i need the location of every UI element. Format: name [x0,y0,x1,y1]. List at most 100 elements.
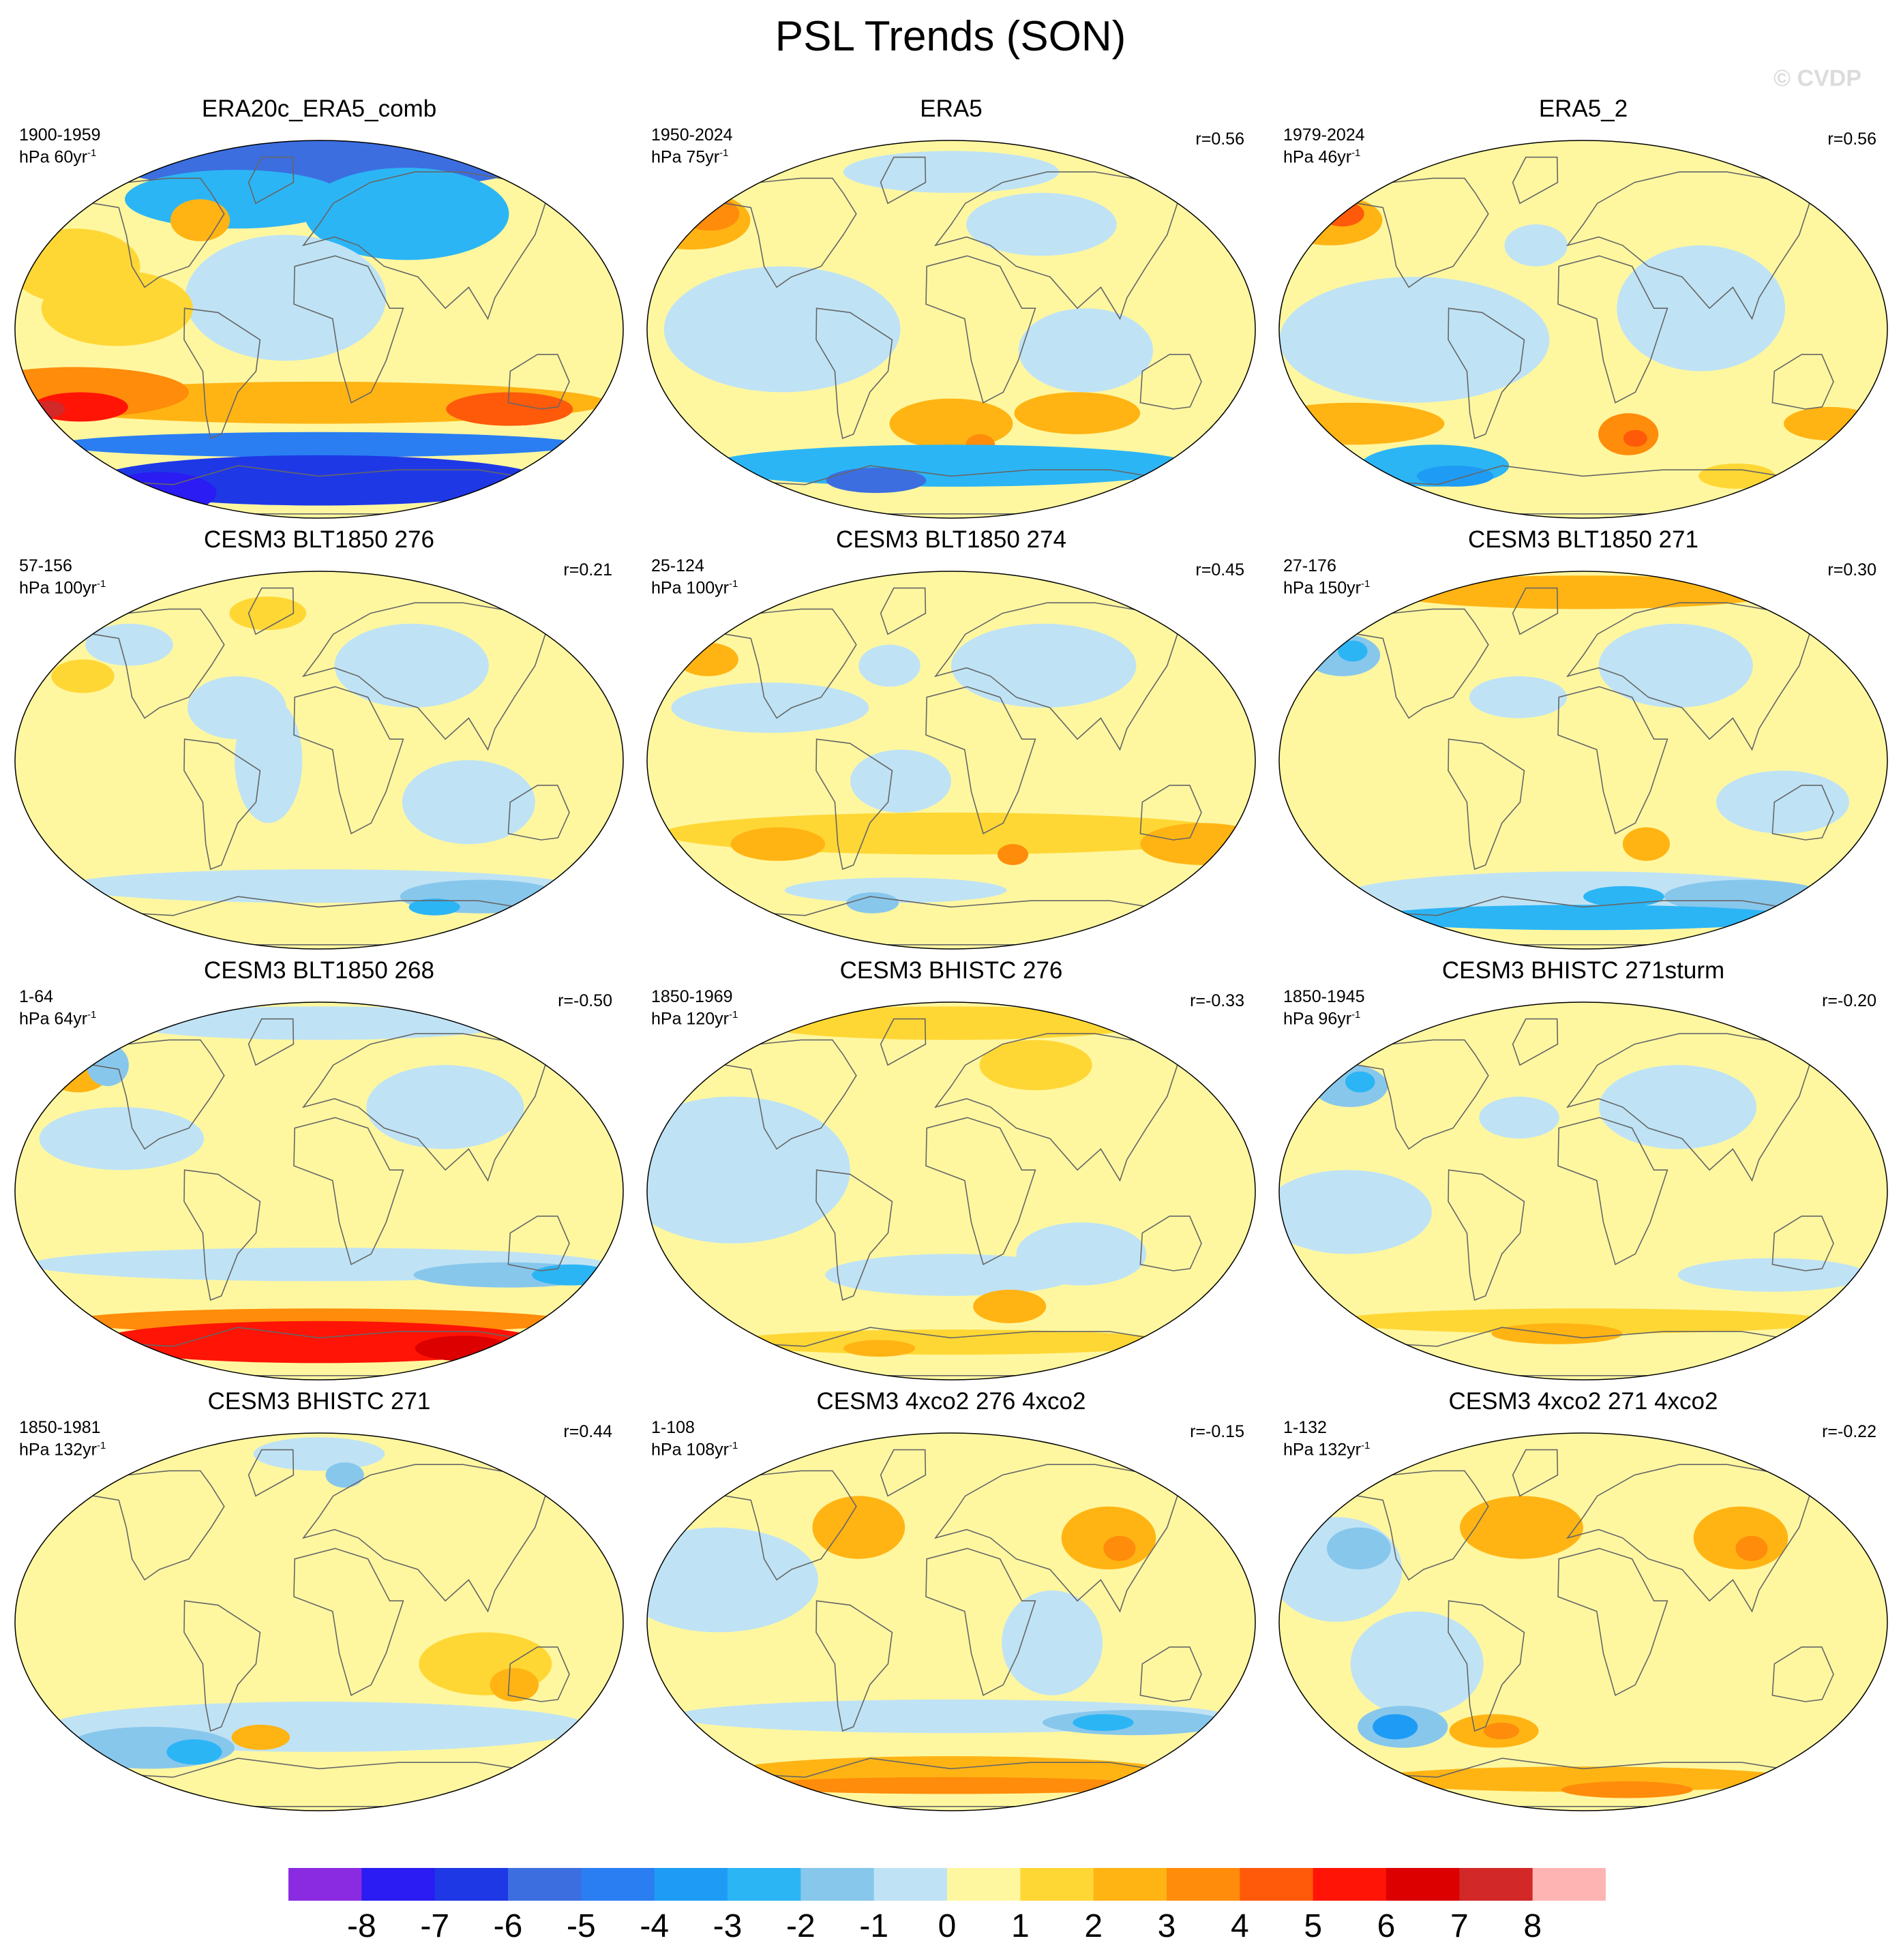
panel-correlation: r=0.21 [563,560,612,579]
coastline-greenland [1512,587,1559,635]
map-panel: ERA5_2 1979-2024 hPa 46yr-1 r=0.56 [1271,95,1896,526]
trend-contour [1373,1714,1418,1740]
coastline-north-america [93,608,225,719]
colorbar-swatch [361,1868,436,1901]
map-panel: CESM3 BHISTC 271sturm 1850-1945 hPa 96yr-1… [1271,957,1896,1388]
panel-correlation: r=0.56 [1195,130,1244,149]
colorbar-tick-label: 5 [1304,1908,1323,1944]
coastline-greenland [248,1018,295,1066]
trend-contour [1416,466,1494,487]
colorbar-tick-label: -3 [713,1908,743,1944]
colorbar-swatch [728,1868,801,1901]
panel-period: 1850-1981 [19,1418,101,1437]
panel-title: CESM3 BHISTC 271 [207,1388,431,1415]
panel-units: hPa 120yr-1 [651,1009,738,1029]
trend-contour [1326,1527,1391,1570]
coastline-eurasia [301,171,550,320]
coastline-south-america [815,1169,893,1301]
map-border [14,1432,624,1811]
coastline-north-america [1357,1470,1489,1581]
coastline-south-america [1448,1600,1525,1732]
trend-contour [754,1006,1148,1040]
trend-contour [951,623,1137,708]
panel-period: 1-132 [1283,1418,1327,1437]
colorbar-swatch [654,1868,728,1901]
coastline-south-america [183,738,261,871]
trend-contour [973,1289,1047,1323]
coastline-north-america [93,1039,225,1150]
colorbar-tick-label: 1 [1011,1908,1030,1944]
coastline-australia [1771,354,1834,410]
panel-units-text: hPa 75yr [651,147,720,167]
trend-contour [33,400,65,418]
panel-correlation: r=-0.15 [1190,1422,1244,1441]
trend-contour [746,1777,1156,1794]
colorbar-tick-label: -6 [493,1908,523,1944]
map-panel: CESM3 BHISTC 276 1850-1969 hPa 120yr-1 r=-0… [639,957,1263,1388]
panel-units: hPa 64yr-1 [19,1009,96,1029]
trend-contour [1338,640,1368,662]
coastline-greenland [880,1018,927,1066]
units-exponent: -1 [728,1009,738,1021]
colorbar-swatch [1167,1868,1240,1901]
map-svg [646,571,1256,950]
coastline-greenland [248,1449,295,1497]
coastline-australia [1771,1216,1834,1271]
panel-period: 57-156 [19,556,72,575]
panel-correlation: r=-0.33 [1190,991,1244,1010]
panel-units-text: hPa 132yr [1283,1440,1361,1460]
trend-contour [812,1496,905,1559]
map-panel: ERA5 1950-2024 hPa 75yr-1 r=0.56 [639,95,1263,526]
coastline-antarctica [93,465,546,515]
trend-contour [647,1096,850,1243]
units-exponent: -1 [728,578,738,590]
panel-correlation: r=0.44 [563,1422,612,1441]
panel-correlation: r=0.45 [1195,560,1244,579]
trend-contour [39,1106,204,1171]
coastline-antarctica [725,896,1178,946]
trend-contour [843,1340,916,1357]
map-svg [646,1432,1256,1811]
panel-units-text: hPa 100yr [19,578,97,598]
panel-correlation: r=-0.20 [1822,991,1876,1010]
map-svg [14,571,624,950]
coastline-africa [1557,255,1668,404]
coastline-australia [507,1646,570,1702]
map-svg [646,140,1256,519]
coastline-africa [1557,1117,1668,1265]
trend-contour [1599,1065,1757,1149]
map-border [646,1001,1256,1381]
coastline-north-america [1357,177,1489,288]
panel-period: 1850-1945 [1283,987,1365,1006]
trend-contour [1561,1781,1693,1798]
panel-period: 27-176 [1283,556,1336,575]
coastline-south-america [183,1600,261,1732]
trend-contour [1103,1535,1136,1561]
trend-contour [1623,429,1647,447]
coastline-south-america [815,307,893,440]
trend-contour [122,1006,516,1040]
trend-contour [1350,1611,1484,1717]
trend-contour [726,1329,1176,1355]
trend-contour [185,235,387,361]
coastline-antarctica [93,896,546,946]
units-exponent: -1 [1351,1009,1361,1021]
coastline-antarctica [1358,465,1810,515]
trend-contour [56,432,582,457]
trend-contour [366,1065,524,1149]
trend-contour [1491,1323,1623,1344]
trend-contour [408,899,460,916]
watermark: © CVDP [1773,65,1861,91]
map-background [1279,1433,1887,1811]
map-border [14,1001,624,1381]
coastline-australia [507,354,570,410]
colorbar-swatch [288,1868,362,1901]
panel-title: ERA5 [920,95,983,122]
panel-period: 1979-2024 [1283,125,1365,145]
coastline-north-america [93,1470,225,1581]
coastline-australia [1771,785,1834,841]
coastline-eurasia [1566,1464,1814,1613]
trend-contour [1333,1308,1833,1334]
trend-contour [166,1739,222,1765]
coastline-eurasia [301,1464,550,1613]
